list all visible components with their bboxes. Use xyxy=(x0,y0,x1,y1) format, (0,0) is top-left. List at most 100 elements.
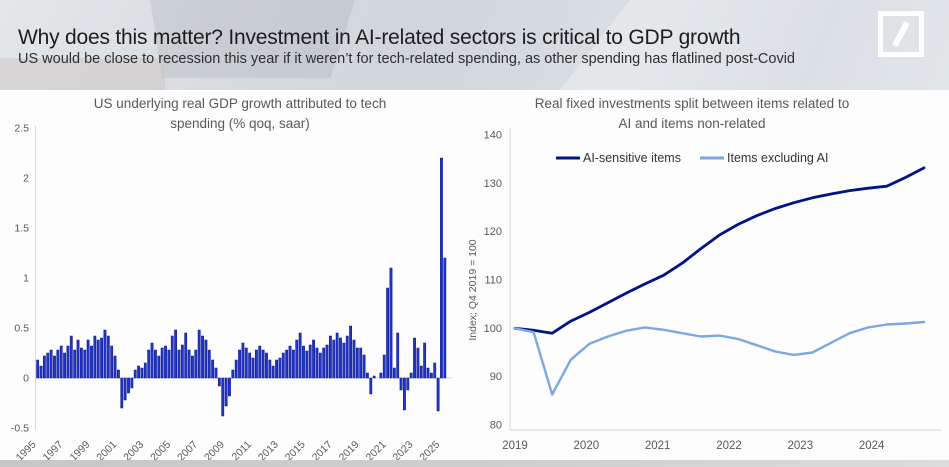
svg-text:2021: 2021 xyxy=(364,439,389,460)
bar xyxy=(302,345,305,379)
svg-text:80: 80 xyxy=(490,419,502,431)
bar xyxy=(117,369,120,379)
header-band: Why does this matter? Investment in AI-r… xyxy=(0,0,949,90)
charts-row: US underlying real GDP growth attributed… xyxy=(0,90,949,460)
page-subtitle: US would be close to recession this year… xyxy=(18,51,795,67)
bar xyxy=(379,372,383,379)
bar xyxy=(157,355,161,379)
bar xyxy=(201,335,204,379)
bar xyxy=(396,332,400,379)
bar xyxy=(66,345,70,379)
svg-text:2: 2 xyxy=(23,173,29,185)
bar xyxy=(160,347,164,379)
bar xyxy=(315,347,319,379)
bar xyxy=(423,342,427,379)
bar xyxy=(241,342,245,379)
bar xyxy=(234,359,238,379)
bar xyxy=(362,354,366,379)
bar xyxy=(228,377,231,397)
svg-text:2015: 2015 xyxy=(283,439,308,460)
bar xyxy=(238,349,241,379)
bar xyxy=(389,267,393,379)
svg-text:2013: 2013 xyxy=(256,439,281,460)
bar xyxy=(278,357,282,379)
bar xyxy=(268,359,272,379)
bar xyxy=(143,362,147,379)
bar xyxy=(295,339,299,379)
bar xyxy=(258,345,262,379)
bar xyxy=(325,344,329,379)
svg-text:2019: 2019 xyxy=(502,440,528,452)
bar xyxy=(248,352,252,379)
bar xyxy=(59,345,63,379)
bar xyxy=(335,332,339,379)
svg-text:0: 0 xyxy=(23,373,29,385)
bar xyxy=(187,349,191,379)
svg-text:120: 120 xyxy=(484,226,502,238)
svg-text:2005: 2005 xyxy=(148,439,173,460)
bar xyxy=(318,352,322,379)
svg-text:90: 90 xyxy=(490,371,502,383)
bar xyxy=(194,349,198,379)
bar xyxy=(288,345,292,379)
bar xyxy=(69,335,73,379)
bar xyxy=(103,329,107,379)
svg-text:130: 130 xyxy=(484,178,502,190)
bar xyxy=(130,377,134,389)
bar xyxy=(298,332,302,379)
bar xyxy=(291,349,295,379)
bar xyxy=(83,349,87,379)
bar xyxy=(436,377,440,412)
y-axis-label: Index; Q4 2019 = 100 xyxy=(467,239,479,340)
bar xyxy=(93,335,97,379)
bar xyxy=(433,362,437,379)
bar xyxy=(76,339,80,379)
bar xyxy=(100,337,103,379)
bar xyxy=(96,339,100,379)
bar xyxy=(197,329,201,379)
bar xyxy=(352,339,356,379)
bar xyxy=(308,344,312,379)
bar xyxy=(164,345,167,379)
bar xyxy=(63,352,66,379)
svg-text:2009: 2009 xyxy=(202,439,227,460)
bar xyxy=(406,377,410,391)
bar xyxy=(106,335,110,379)
bar xyxy=(359,347,363,379)
bar xyxy=(443,257,447,379)
header-decoration xyxy=(0,58,165,90)
y-axis-ticks: 2.5 2 1.5 1 0.5 0 -0.5 xyxy=(11,123,29,435)
bar xyxy=(120,377,124,409)
bar xyxy=(281,352,285,379)
svg-text:2019: 2019 xyxy=(337,439,362,460)
bar xyxy=(349,325,352,379)
svg-text:2021: 2021 xyxy=(645,440,671,452)
bar xyxy=(426,367,430,379)
bar xyxy=(86,339,90,379)
x-axis-ticks: 2019 2020 2021 2022 2023 2024 xyxy=(502,440,885,452)
bar xyxy=(180,344,184,379)
svg-text:110: 110 xyxy=(484,274,502,286)
bar xyxy=(409,372,413,379)
bar xyxy=(416,347,420,379)
bar xyxy=(123,377,127,401)
bar xyxy=(369,377,373,395)
svg-text:1999: 1999 xyxy=(67,439,92,460)
bar xyxy=(170,335,174,379)
bar xyxy=(217,377,221,387)
legend-label: Items excluding AI xyxy=(727,151,828,165)
svg-text:2003: 2003 xyxy=(121,439,146,460)
bar xyxy=(46,352,50,379)
logo-slash-icon xyxy=(892,21,910,47)
bar xyxy=(53,355,56,379)
bar xyxy=(214,367,218,379)
bar xyxy=(372,375,376,379)
svg-text:2023: 2023 xyxy=(788,440,814,452)
bar xyxy=(322,347,326,379)
page-title: Why does this matter? Investment in AI-r… xyxy=(18,26,741,49)
deutsche-bank-logo-icon xyxy=(878,11,924,57)
bar xyxy=(312,339,315,379)
bar xyxy=(133,369,137,379)
header-decoration xyxy=(150,0,355,78)
